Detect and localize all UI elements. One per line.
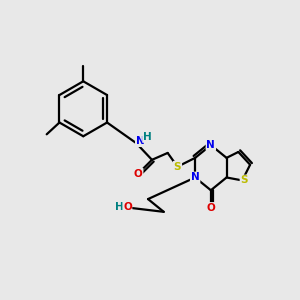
Text: N: N: [206, 140, 215, 150]
Text: N: N: [191, 172, 200, 182]
Text: S: S: [174, 162, 181, 172]
Text: O: O: [123, 202, 132, 212]
Text: N: N: [136, 136, 145, 146]
Text: H: H: [115, 202, 124, 212]
Text: H: H: [143, 132, 152, 142]
Text: O: O: [134, 169, 142, 178]
Text: O: O: [206, 203, 215, 213]
Text: S: S: [241, 176, 248, 185]
